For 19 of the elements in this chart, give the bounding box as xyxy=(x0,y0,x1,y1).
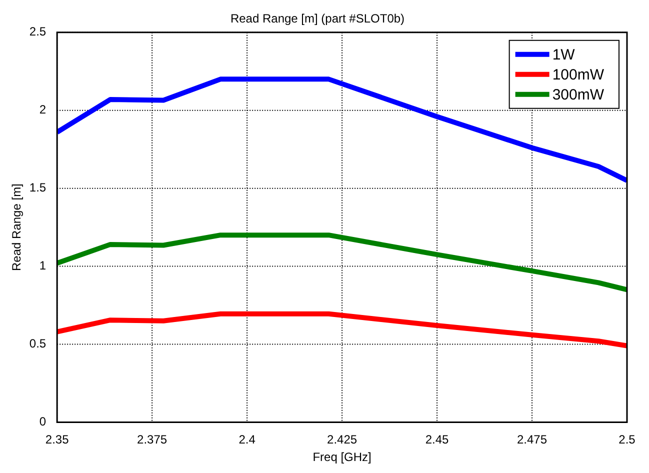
y-tick-label: 2 xyxy=(39,102,46,117)
legend-label: 1W xyxy=(552,46,576,64)
x-tick-label: 2.475 xyxy=(517,432,548,447)
x-tick-label: 2.4 xyxy=(238,432,256,447)
x-tick-label: 2.35 xyxy=(45,432,70,447)
y-tick-label: 1.5 xyxy=(29,180,46,195)
y-tick-label: 1 xyxy=(39,258,46,273)
x-tick-label: 2.45 xyxy=(425,432,450,447)
y-tick-label: 0.5 xyxy=(29,336,46,351)
y-tick-label: 2.5 xyxy=(29,24,46,39)
x-tick-label: 2.425 xyxy=(327,432,358,447)
chart-title: Read Range [m] (part #SLOT0b) xyxy=(230,12,405,26)
y-axis-title: Read Range [m] xyxy=(10,184,24,271)
x-tick-label: 2.375 xyxy=(137,432,168,447)
x-tick-label: 2.5 xyxy=(618,432,636,447)
y-tick-label: 0 xyxy=(39,414,46,429)
legend-label: 100mW xyxy=(552,66,605,84)
legend-label: 300mW xyxy=(552,86,605,104)
x-axis-title: Freq [GHz] xyxy=(312,450,372,464)
